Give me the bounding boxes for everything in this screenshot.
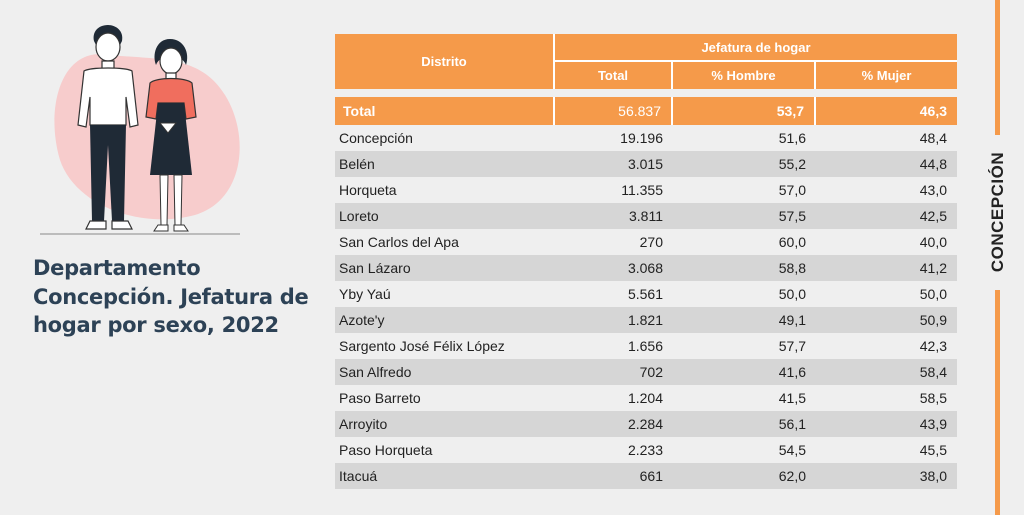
table-row: Horqueta 11.355 57,0 43,0 bbox=[335, 177, 957, 203]
table-row: Paso Barreto 1.204 41,5 58,5 bbox=[335, 385, 957, 411]
cell-total: 19.196 bbox=[620, 130, 663, 146]
table-row: Loreto 3.811 57,5 42,5 bbox=[335, 203, 957, 229]
cell-mujer: 50,9 bbox=[816, 307, 957, 333]
cell-mujer: 41,2 bbox=[816, 255, 957, 281]
cell-hombre: 54,5 bbox=[778, 442, 806, 458]
side-accent-line-top bbox=[995, 0, 1000, 135]
cell-total: 1.204 bbox=[627, 390, 663, 406]
cell-mujer: 38,0 bbox=[816, 463, 957, 489]
table-row: Paso Horqueta 2.233 54,5 45,5 bbox=[335, 437, 957, 463]
table-row: Belén 3.015 55,2 44,8 bbox=[335, 151, 957, 177]
table-row: Yby Yaú 5.561 50,0 50,0 bbox=[335, 281, 957, 307]
cell-total: 702 bbox=[555, 359, 673, 385]
cell-name: Sargento José Félix López bbox=[339, 338, 505, 354]
total-row: Total 56.837 53,7 46,3 bbox=[335, 97, 957, 125]
cell-hombre: 51,6 bbox=[778, 130, 806, 146]
cell-hombre: 57,7 bbox=[778, 338, 806, 354]
cell-hombre: 58,8 bbox=[673, 255, 816, 281]
cell-hombre: 49,1 bbox=[673, 307, 816, 333]
cell-name: Paso Horqueta bbox=[339, 442, 433, 458]
cell-hombre: 57,0 bbox=[778, 182, 806, 198]
cell-mujer: 43,9 bbox=[816, 411, 957, 437]
cell-mujer: 43,0 bbox=[919, 182, 947, 198]
cell-hombre: 60,0 bbox=[778, 234, 806, 250]
table-row: Concepción 19.196 51,6 48,4 bbox=[335, 125, 957, 151]
cell-name: Paso Barreto bbox=[339, 390, 421, 406]
cell-mujer: 50,0 bbox=[919, 286, 947, 302]
cell-name: Belén bbox=[335, 151, 555, 177]
cell-hombre: 55,2 bbox=[673, 151, 816, 177]
page-title: Departamento Concepción. Jefatura de hog… bbox=[33, 256, 309, 337]
table-row: San Carlos del Apa 270 60,0 40,0 bbox=[335, 229, 957, 255]
table-row: Azote'y 1.821 49,1 50,9 bbox=[335, 307, 957, 333]
side-label: CONCEPCIÓN bbox=[984, 142, 1012, 282]
cell-total: 661 bbox=[555, 463, 673, 489]
table-row: Sargento José Félix López 1.656 57,7 42,3 bbox=[335, 333, 957, 359]
cell-hombre: 56,1 bbox=[673, 411, 816, 437]
cell-total: 3.015 bbox=[555, 151, 673, 177]
header-distrito: Distrito bbox=[335, 34, 555, 89]
cell-mujer: 58,4 bbox=[816, 359, 957, 385]
cell-mujer: 45,5 bbox=[919, 442, 947, 458]
cell-mujer: 40,0 bbox=[919, 234, 947, 250]
header-hombre: % Hombre bbox=[673, 62, 816, 89]
couple-illustration-icon bbox=[40, 25, 240, 235]
cell-name: Itacuá bbox=[335, 463, 555, 489]
data-table: Distrito Jefatura de hogar Total % Hombr… bbox=[335, 34, 957, 489]
cell-name: Yby Yaú bbox=[339, 286, 391, 302]
cell-name: Arroyito bbox=[335, 411, 555, 437]
header-mujer: % Mujer bbox=[816, 62, 957, 89]
cell-name: San Lázaro bbox=[335, 255, 555, 281]
cell-name: Concepción bbox=[339, 130, 413, 146]
cell-total: 11.355 bbox=[621, 182, 663, 198]
cell-total: 270 bbox=[639, 234, 663, 250]
cell-mujer: 42,5 bbox=[816, 203, 957, 229]
table-row: San Lázaro 3.068 58,8 41,2 bbox=[335, 255, 957, 281]
side-accent-line-bottom bbox=[995, 290, 1000, 515]
cell-hombre: 62,0 bbox=[673, 463, 816, 489]
cell-mujer: 46,3 bbox=[816, 97, 957, 125]
cell-total: 1.656 bbox=[627, 338, 663, 354]
cell-name: Azote'y bbox=[335, 307, 555, 333]
cell-name: Total bbox=[335, 97, 555, 125]
cell-mujer: 58,5 bbox=[919, 390, 947, 406]
cell-mujer: 44,8 bbox=[816, 151, 957, 177]
cell-hombre: 41,5 bbox=[778, 390, 806, 406]
table-row: Arroyito 2.284 56,1 43,9 bbox=[335, 411, 957, 437]
header-total: Total bbox=[555, 62, 673, 89]
cell-total: 3.068 bbox=[555, 255, 673, 281]
side-label-text: CONCEPCIÓN bbox=[988, 151, 1008, 273]
cell-name: San Carlos del Apa bbox=[339, 234, 459, 250]
table-row: Itacuá 661 62,0 38,0 bbox=[335, 463, 957, 489]
cell-total: 3.811 bbox=[555, 203, 673, 229]
cell-hombre: 50,0 bbox=[778, 286, 806, 302]
cell-total: 2.233 bbox=[627, 442, 663, 458]
header-jefatura-de-hogar: Jefatura de hogar bbox=[555, 34, 957, 62]
cell-mujer: 42,3 bbox=[919, 338, 947, 354]
cell-mujer: 48,4 bbox=[919, 130, 947, 146]
cell-total: 5.561 bbox=[627, 286, 663, 302]
cell-name: Loreto bbox=[335, 203, 555, 229]
cell-total: 2.284 bbox=[555, 411, 673, 437]
cell-name: San Alfredo bbox=[335, 359, 555, 385]
cell-name: Horqueta bbox=[339, 182, 397, 198]
cell-total: 56.837 bbox=[555, 97, 673, 125]
cell-hombre: 41,6 bbox=[673, 359, 816, 385]
cell-total: 1.821 bbox=[555, 307, 673, 333]
cell-hombre: 57,5 bbox=[673, 203, 816, 229]
cell-hombre: 53,7 bbox=[673, 97, 816, 125]
table-row: San Alfredo 702 41,6 58,4 bbox=[335, 359, 957, 385]
